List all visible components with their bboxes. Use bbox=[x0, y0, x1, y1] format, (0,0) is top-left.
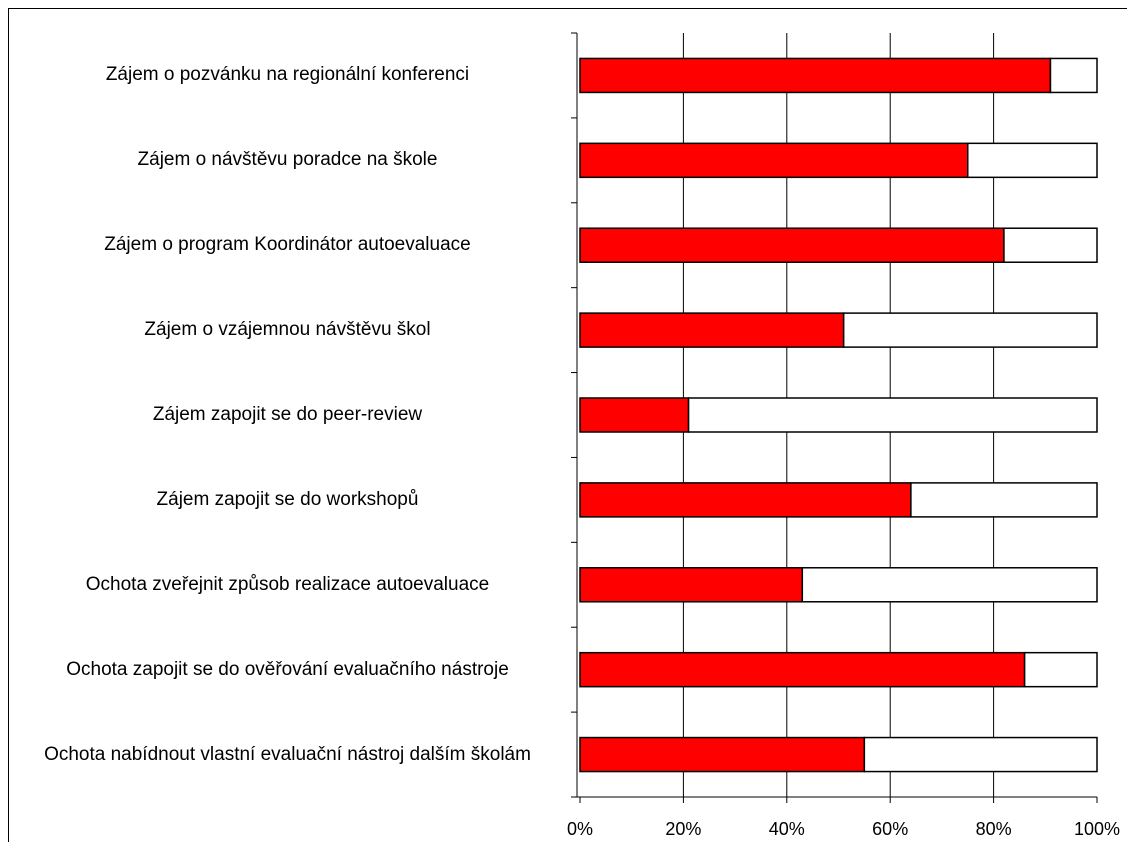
category-label: Zájem o návštěvu poradce na škole bbox=[137, 149, 438, 171]
x-tick-label: 20% bbox=[665, 819, 701, 839]
bar-segment bbox=[579, 397, 690, 433]
bar-segment bbox=[579, 482, 912, 518]
x-tick-label: 60% bbox=[872, 819, 908, 839]
bar-segment bbox=[579, 57, 1052, 94]
bar-segment bbox=[1003, 227, 1098, 263]
bar-segment bbox=[579, 651, 1026, 688]
bar-segment bbox=[579, 736, 866, 773]
bar-segment bbox=[579, 312, 845, 348]
frame bbox=[8, 8, 1127, 842]
bar-segment bbox=[579, 567, 804, 603]
bar-segment bbox=[910, 482, 1098, 518]
bar-segment bbox=[801, 567, 1098, 603]
bar-segment bbox=[842, 312, 1098, 348]
bar-segment bbox=[579, 142, 969, 179]
x-tick-label: 40% bbox=[769, 819, 805, 839]
category-label: Zájem zapojit se do peer-review bbox=[152, 404, 423, 425]
category-label: Zájem o pozvánku na regionální konferenc… bbox=[105, 64, 470, 86]
category-label: Ochota zveřejnit způsob realizace autoev… bbox=[85, 573, 490, 595]
bar-segment bbox=[579, 227, 1005, 263]
bar-segment bbox=[967, 142, 1098, 179]
bar-segment bbox=[687, 397, 1098, 433]
bar-segment bbox=[863, 736, 1098, 773]
category-label: Zájem o vzájemnou návštěvu škol bbox=[144, 319, 431, 341]
x-tick-label: 80% bbox=[976, 819, 1012, 839]
category-label: Zájem o program Koordinátor autoevaluace bbox=[104, 234, 471, 256]
x-tick-label: 0% bbox=[567, 819, 593, 839]
category-label: Ochota zapojit se do ověřování evaluační… bbox=[66, 658, 509, 680]
bar-segment bbox=[1049, 57, 1098, 94]
x-tick-label: 100% bbox=[1074, 819, 1120, 839]
category-label: Ochota nabídnout vlastní evaluační nástr… bbox=[44, 743, 531, 765]
category-label: Zájem zapojit se do workshopů bbox=[156, 488, 419, 510]
bar-segment bbox=[1023, 651, 1098, 688]
